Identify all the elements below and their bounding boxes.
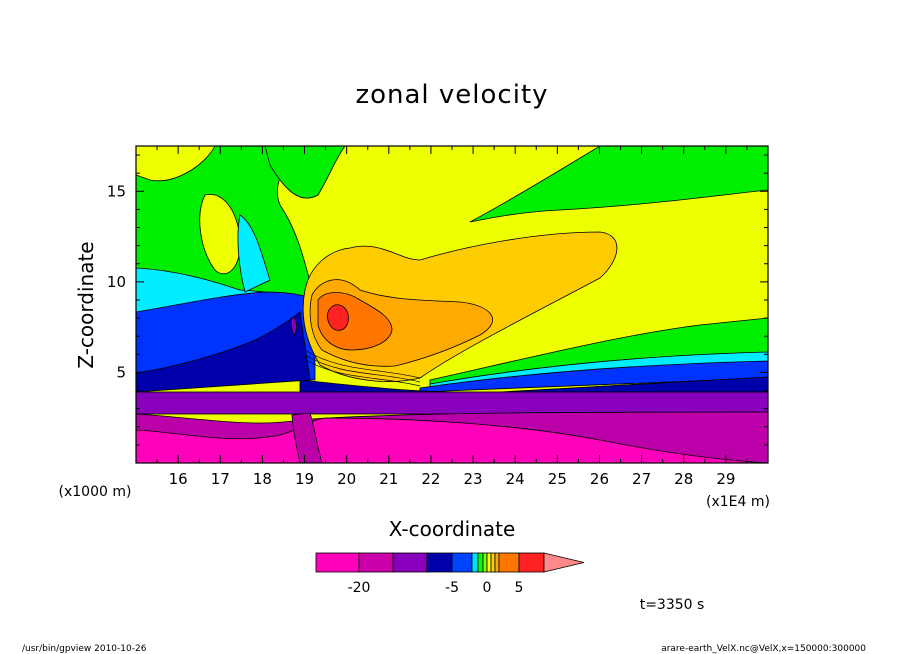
- colorbar-tick-label: 0: [483, 580, 492, 596]
- band-green-right: [429, 317, 768, 386]
- band-thin-lines: [304, 349, 421, 387]
- band-darkblue-left: [136, 311, 311, 393]
- x-axis-label: X-coordinate: [389, 517, 516, 541]
- x-tick-label: 24: [506, 470, 525, 488]
- colorbar-tick-label: -5: [445, 580, 459, 596]
- colorbar-extension: [543, 552, 585, 573]
- colorbar-swatch: [426, 552, 453, 573]
- y-tick-label: 15: [107, 182, 126, 200]
- band-green-upper-right: [469, 146, 768, 223]
- band-green-upper-middle: [264, 146, 346, 199]
- contour-field: [136, 146, 768, 463]
- x-tick-label: 22: [421, 470, 440, 488]
- colorbar-swatch: [315, 552, 360, 573]
- band-cyan-column: [237, 214, 271, 293]
- band-yellow-island: [199, 194, 241, 275]
- colorbar-swatch: [471, 552, 479, 573]
- band-yellow-topleft: [136, 146, 216, 182]
- band-darkblue-right: [299, 376, 768, 394]
- colorbar-swatch: [490, 552, 496, 573]
- x-tick-label: 25: [548, 470, 567, 488]
- chart-title: zonal velocity: [355, 80, 548, 110]
- colorbar-swatch: [358, 552, 394, 573]
- band-violet-intrusion: [291, 412, 323, 463]
- footer-left: /usr/bin/gpview 2010-10-26: [22, 644, 147, 654]
- x-tick-label: 29: [716, 470, 735, 488]
- time-label: t=3350 s: [640, 597, 705, 613]
- colorbar-tick-labels: -20 -5 0 5: [348, 580, 524, 596]
- x-tick-label: 26: [590, 470, 609, 488]
- x-tick-label: 16: [169, 470, 188, 488]
- colorbar-swatch: [392, 552, 428, 573]
- colorbar-swatch: [486, 552, 492, 573]
- colorbar-swatch: [482, 552, 488, 573]
- band-purple-spot: [290, 317, 297, 336]
- footer-right: arare-earth_VelX.nc@VelX,x=150000:300000: [661, 644, 866, 654]
- tick-marks: [135, 146, 769, 463]
- band-red-jet: [327, 304, 349, 331]
- y-axis-label: Z-coordinate: [74, 241, 98, 368]
- colorbar-swatch: [494, 552, 500, 573]
- colorbar-swatch: [477, 552, 484, 573]
- x-tick-label: 19: [295, 470, 314, 488]
- colorbar: [315, 552, 585, 573]
- x-tick-label: 21: [379, 470, 398, 488]
- colorbar-swatch: [451, 552, 473, 573]
- y-tick-label: 10: [107, 273, 126, 291]
- x-tick-label: 17: [211, 470, 230, 488]
- y-tick-label: 5: [116, 363, 126, 381]
- colorbar-tick-label: -20: [348, 580, 371, 596]
- x-tick-label: 27: [632, 470, 651, 488]
- x-tick-labels: 16 17 18 19 20 21 22 23 24 25 26 27 28 29: [169, 470, 736, 488]
- x-tick-label: 18: [253, 470, 272, 488]
- colorbar-swatch: [498, 552, 520, 573]
- band-magenta: [136, 417, 768, 463]
- x-tick-label: 28: [674, 470, 693, 488]
- x-tick-label: 23: [464, 470, 483, 488]
- x-unit-label: (x1E4 m): [706, 494, 770, 510]
- x-tick-label: 20: [337, 470, 356, 488]
- colorbar-tick-label: 5: [515, 580, 524, 596]
- band-purple: [136, 391, 768, 415]
- y-unit-label: (x1000 m): [59, 484, 132, 500]
- y-tick-labels: 5 10 15: [107, 182, 126, 381]
- colorbar-swatch: [518, 552, 545, 573]
